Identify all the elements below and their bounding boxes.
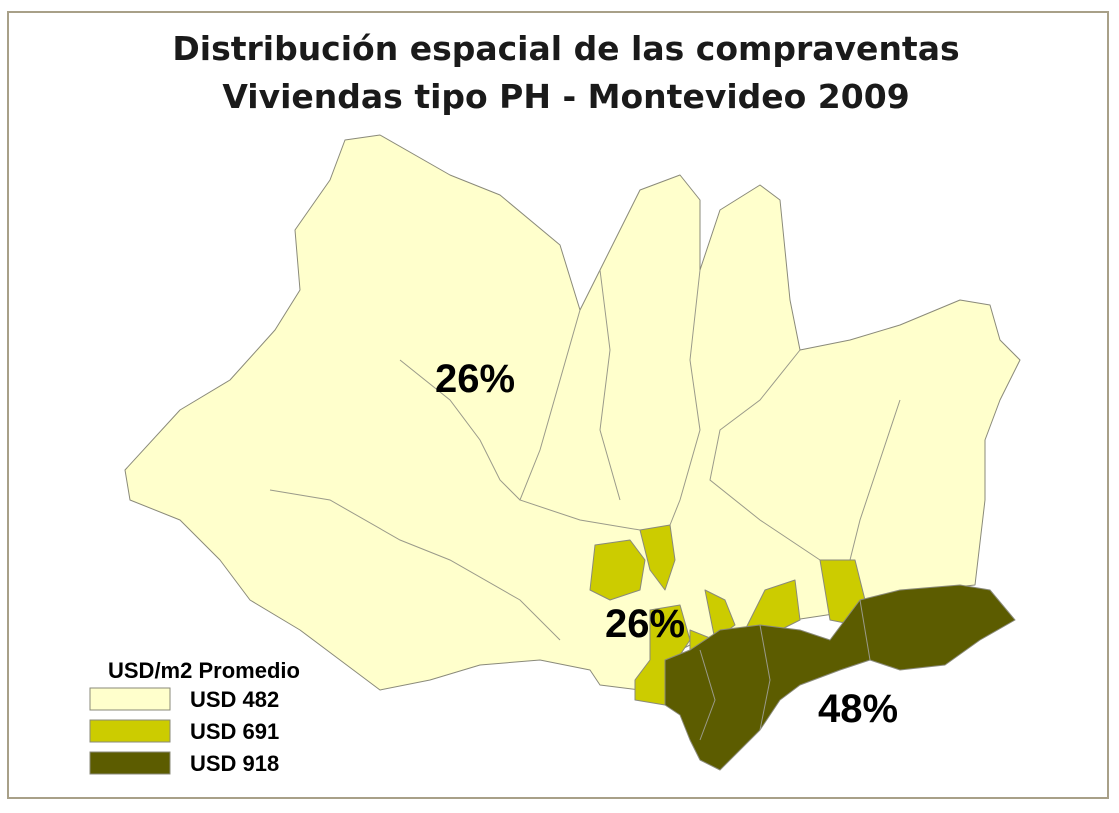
region-high [664,584,1016,771]
region [589,539,646,601]
boundary [669,269,701,526]
title-line: Viviendas tipo PH - Montevideo 2009 [222,77,909,116]
boundary [709,349,821,561]
zone-share: 48% [818,687,898,731]
legend-swatch [89,687,171,711]
legend-swatch [89,719,171,743]
boundary [759,624,771,731]
boundary [519,309,641,531]
legend-swatch [89,751,171,775]
region-low [124,134,1021,691]
region [664,584,1016,771]
legend-label: USD 482 [190,687,279,712]
boundary [599,269,621,501]
boundary [859,599,871,661]
region [124,134,1021,691]
legend: USD 482 USD 691 USD 918 [89,687,279,776]
legend-title: USD/m2 Promedio [108,658,300,683]
zone-share: 26% [605,602,685,646]
boundary [399,359,521,501]
boundary [699,649,716,741]
region [704,589,736,641]
zone-share: 26% [435,357,515,401]
title-line: Distribución espacial de las compraventa… [172,29,959,68]
region [744,579,801,636]
region [639,524,676,591]
legend-label: USD 918 [190,751,279,776]
legend-label: USD 691 [190,719,279,744]
boundary [269,489,561,641]
boundary [849,399,901,561]
